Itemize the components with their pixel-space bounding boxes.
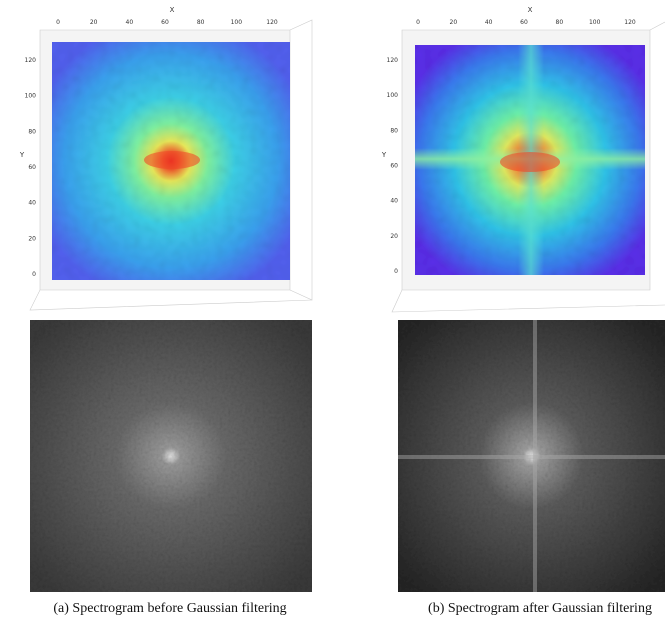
caption: (b) Spectrogram after Gaussian filtering: [428, 601, 652, 616]
y-tick-label: 80: [28, 128, 36, 135]
x-tick-label: 100: [589, 19, 601, 26]
y-tick-label: 60: [390, 163, 398, 170]
y-tick-label: 20: [28, 235, 36, 242]
y-tick-label: 0: [394, 268, 398, 275]
spectrogram-a: [30, 320, 312, 592]
x-tick-label: 0: [416, 19, 420, 26]
x-tick-label: 60: [520, 19, 528, 26]
y-tick-label: 100: [387, 92, 399, 99]
x-axis-label: X: [170, 6, 175, 14]
y-tick-label: 0: [32, 271, 36, 278]
y-axis-label: Y: [381, 151, 387, 159]
y-tick-label: 60: [28, 164, 36, 171]
x-tick-label: 80: [197, 19, 205, 26]
x-tick-label: 20: [90, 19, 98, 26]
y-tick-label: 40: [390, 198, 398, 205]
heatmap-a: [52, 42, 290, 280]
y-tick-label: 40: [28, 200, 36, 207]
x-tick-label: 80: [556, 19, 564, 26]
heatmap-b: [415, 45, 645, 275]
y-tick-label: 80: [390, 127, 398, 134]
caption: (a) Spectrogram before Gaussian filterin…: [53, 601, 286, 616]
spectrogram-b: [398, 320, 665, 592]
x-tick-label: 40: [485, 19, 493, 26]
x-tick-label: 60: [161, 19, 169, 26]
x-tick-label: 100: [231, 19, 243, 26]
x-axis-label: X: [528, 6, 533, 14]
x-tick-label: 0: [56, 19, 60, 26]
y-axis-label: Y: [19, 151, 25, 159]
x-tick-label: 120: [624, 19, 636, 26]
y-tick-label: 120: [25, 57, 37, 64]
y-tick-label: 20: [390, 233, 398, 240]
x-tick-label: 20: [450, 19, 458, 26]
x-tick-label: 120: [266, 19, 278, 26]
y-tick-label: 120: [387, 57, 399, 64]
y-tick-label: 100: [25, 93, 37, 100]
x-tick-label: 40: [126, 19, 134, 26]
